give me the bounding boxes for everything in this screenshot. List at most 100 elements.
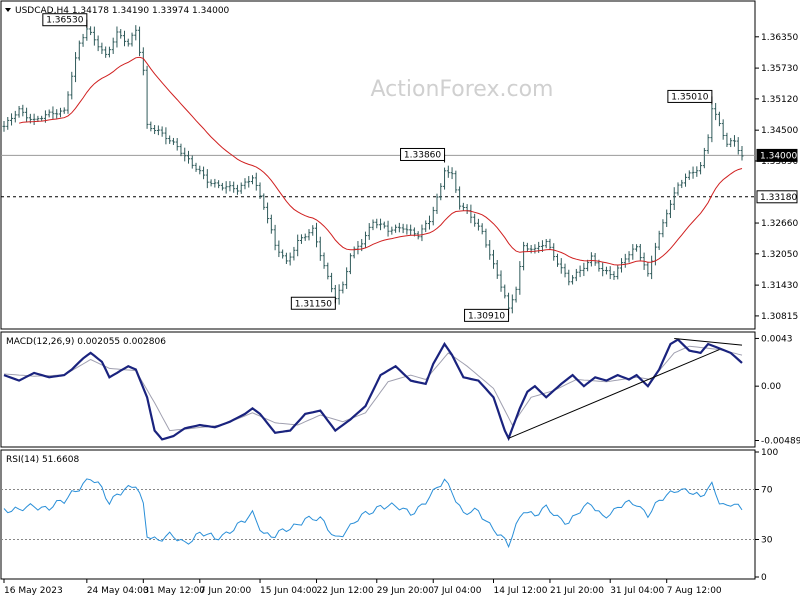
price-bar — [732, 135, 736, 147]
price-annotation: 1.35010 — [667, 89, 713, 105]
price-bar — [684, 173, 688, 187]
macd-tick-label: -0.004895 — [761, 437, 800, 447]
price-bar — [650, 255, 654, 280]
price-bar — [616, 265, 620, 280]
price-bar — [288, 252, 292, 266]
price-bar — [307, 229, 311, 241]
rsi-tick-label: 100 — [761, 448, 778, 458]
price-bar — [699, 162, 703, 175]
price-bar — [25, 107, 29, 123]
rsi-tick-label: 0 — [761, 573, 767, 583]
price-bar — [269, 214, 273, 234]
price-bar — [303, 233, 307, 241]
price-bar — [2, 120, 6, 132]
price-bar — [326, 262, 330, 280]
price-bar — [352, 246, 356, 259]
price-bar — [168, 135, 172, 144]
price-bar — [89, 26, 93, 36]
price-bar — [612, 271, 616, 280]
price-bar — [160, 126, 164, 137]
price-bar — [10, 113, 14, 126]
price-bar — [115, 26, 119, 48]
price-bar — [149, 121, 153, 132]
price-bar — [706, 134, 710, 154]
price-bar — [499, 270, 503, 292]
rsi-lines — [1, 478, 755, 549]
price-tick-label: 1.31430 — [761, 281, 798, 291]
price-bar — [488, 240, 492, 260]
price-bar — [710, 104, 714, 143]
price-bar — [480, 223, 484, 235]
macd-tick-label: 0.00 — [761, 382, 781, 392]
price-tick-label: 1.32050 — [761, 250, 798, 260]
price-bar — [62, 107, 66, 114]
price-bar — [371, 219, 375, 231]
price-bar — [390, 226, 394, 235]
price-bar — [367, 223, 371, 240]
price-bar — [198, 165, 202, 175]
price-bar — [729, 137, 733, 148]
price-bar — [153, 125, 157, 135]
price-bar — [608, 266, 612, 280]
price-bars — [2, 25, 744, 314]
price-bar — [503, 284, 507, 299]
price-bar — [544, 238, 548, 249]
price-bar — [85, 25, 89, 41]
annotation-label: 1.35010 — [671, 92, 708, 102]
macd-signal-line — [3, 345, 743, 432]
price-bar — [672, 187, 676, 211]
x-tick-label: 15 Jun 04:00 — [260, 586, 317, 596]
price-bar — [476, 218, 480, 231]
price-bar — [397, 222, 401, 233]
price-bar — [627, 251, 631, 263]
price-bar — [224, 181, 228, 194]
rsi-title: RSI(14) 51.6608 — [6, 455, 79, 465]
price-bar — [375, 218, 379, 229]
price-tick-label: 1.34500 — [761, 126, 798, 136]
price-title: USDCAD,H4 1.34178 1.34190 1.33974 1.3400… — [15, 6, 230, 16]
price-bar — [337, 284, 341, 305]
price-bar — [299, 234, 303, 244]
price-bar — [363, 231, 367, 248]
price-bar — [322, 252, 326, 269]
price-bar — [495, 259, 499, 279]
price-bar — [469, 204, 473, 224]
price-bar — [51, 106, 55, 120]
price-bar — [665, 209, 669, 227]
price-bar — [657, 230, 661, 251]
price-bar — [100, 42, 104, 55]
macd-y-axis: 0.0043 0.00 -0.004895 — [755, 334, 800, 447]
price-bar — [717, 111, 721, 127]
price-bar — [386, 220, 390, 237]
price-tick-label: 1.33890 — [761, 157, 798, 167]
macd-title: MACD(12,26,9) 0.002055 0.002806 — [6, 337, 166, 347]
price-bar — [209, 179, 213, 187]
price-bar — [126, 38, 130, 47]
price-bar — [183, 147, 187, 162]
price-bar — [401, 223, 405, 234]
price-bar — [348, 253, 352, 275]
panel-dropdown-icon[interactable] — [5, 8, 11, 12]
price-bar — [563, 263, 567, 278]
price-bar — [104, 46, 108, 58]
price-bar — [70, 71, 74, 100]
price-reference-lines — [1, 154, 755, 198]
price-bar — [58, 107, 62, 118]
annotation-label: 1.36530 — [46, 16, 83, 26]
macd-trendline — [674, 337, 743, 346]
price-bar — [454, 170, 458, 193]
price-bar — [721, 119, 725, 140]
price-bar — [420, 224, 424, 242]
current-price-tag: 1.34000 — [756, 148, 798, 162]
price-bar — [450, 167, 454, 180]
x-tick-label: 7 Jun 20:00 — [200, 586, 252, 596]
rsi-y-axis: 100 70 30 0 — [755, 448, 778, 583]
price-bar — [247, 176, 251, 188]
price-bar — [638, 243, 642, 261]
support-price-tag: 1.33180 — [756, 190, 798, 204]
price-bar — [687, 170, 691, 180]
price-bar — [379, 218, 383, 231]
price-bar — [510, 294, 514, 314]
